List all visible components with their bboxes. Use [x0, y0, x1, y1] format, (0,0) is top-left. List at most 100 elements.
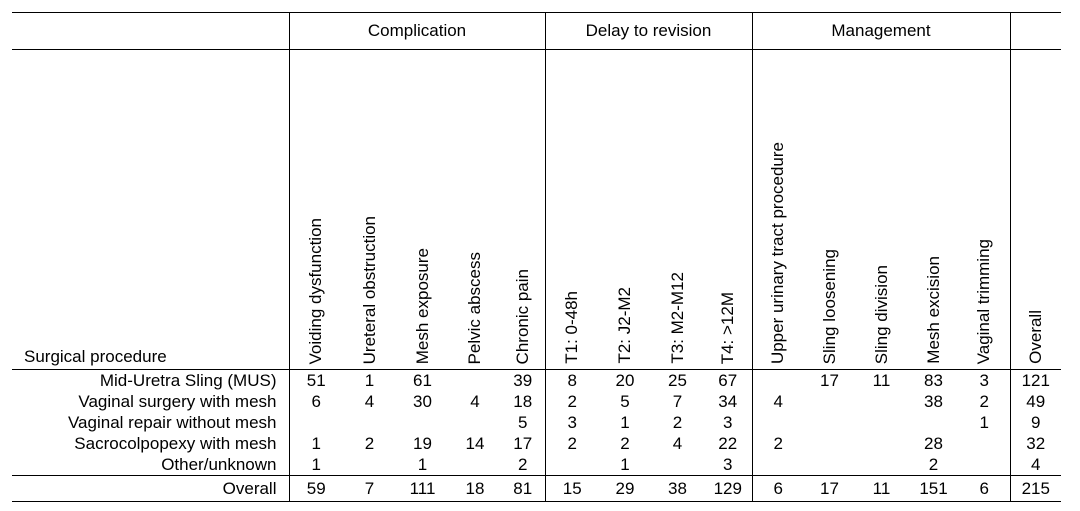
column-header-text: Chronic pain [512, 268, 532, 364]
column-header: T2: J2-M2 [599, 50, 651, 370]
column-header: Vaginal trimming [959, 50, 1010, 370]
revision-table-container: Complication Delay to revision Managemen… [12, 12, 1061, 502]
table-cell [908, 412, 959, 433]
table-cell [855, 412, 908, 433]
column-header: T3: M2-M12 [651, 50, 704, 370]
overall-cell: 18 [449, 475, 501, 502]
group-complication: Complication [288, 12, 545, 50]
table-cell [288, 412, 343, 433]
table-cell: 8 [544, 369, 599, 391]
group-delay-to-revision: Delay to revision [544, 12, 752, 50]
table-cell [449, 369, 501, 391]
table-cell: 34 [718, 391, 738, 411]
overall-cell: 15 [544, 475, 599, 502]
table-cell [855, 433, 908, 454]
revision-table: Complication Delay to revision Managemen… [12, 12, 1061, 502]
column-header-text: Overall [1025, 310, 1045, 364]
table-cell: 5 [518, 412, 528, 432]
group-management: Management [751, 12, 1010, 50]
table-cell: 6 [288, 391, 343, 412]
table-cell: 3 [959, 369, 1010, 391]
overall-cell: 6 [751, 475, 804, 502]
table-cell: 32 [1009, 433, 1061, 454]
overall-label: Overall [12, 475, 289, 502]
overall-cell: 129 [704, 475, 752, 502]
table-cell: 1 [288, 433, 343, 454]
overall-cell: 6 [959, 475, 1010, 502]
table-cell [804, 412, 855, 433]
table-row: Vaginal repair without mesh 5 3 1 2 3 1 9 [12, 412, 1061, 433]
table-cell [751, 369, 804, 391]
table-cell [959, 433, 1010, 454]
overall-cell: 81 [501, 475, 545, 502]
table-cell: 25 [651, 369, 704, 391]
overall-cell: 151 [908, 475, 959, 502]
table-cell: 2 [979, 391, 989, 411]
table-cell: 67 [704, 369, 752, 391]
table-cell [651, 454, 704, 476]
table-cell: 14 [465, 433, 485, 453]
table-cell: 2 [672, 412, 683, 432]
table-cell: 7 [672, 391, 683, 411]
table-cell: 1 [620, 454, 630, 474]
table-cell: 2 [620, 433, 630, 453]
table-cell: 4 [672, 433, 683, 453]
procedure-name: Other/unknown [161, 454, 277, 474]
table-cell: 17 [513, 433, 533, 453]
table-cell: 20 [599, 369, 651, 391]
overall-cell: 11 [855, 475, 908, 502]
header-corner [12, 12, 289, 50]
table-cell [855, 391, 908, 412]
procedure-name: Mid-Uretra Sling (MUS) [12, 369, 289, 391]
column-header-text: T4: >12M [717, 291, 737, 364]
group-overall-blank [1009, 12, 1061, 50]
table-cell [449, 412, 501, 433]
overall-cell: 29 [599, 475, 651, 502]
header-column-row: Surgical procedure Voiding dysfunction U… [12, 49, 1061, 370]
table-cell: 38 [924, 391, 943, 411]
table-cell: 2 [751, 433, 804, 454]
column-header-text: T3: M2-M12 [667, 272, 687, 364]
table-cell: 1 [979, 412, 989, 432]
table-cell: 2 [544, 433, 599, 454]
column-header-text: Pelvic abscess [465, 251, 484, 364]
table-body: Mid-Uretra Sling (MUS) 51 1 61 39 8 20 25 67 17 11… [12, 369, 1061, 502]
table-row: Mid-Uretra Sling (MUS) 51 1 61 39 8 20 25 67 17 11… [12, 369, 1061, 391]
table-cell: 22 [718, 433, 738, 453]
overall-cell: 17 [804, 475, 855, 502]
table-cell: 3 [723, 412, 733, 432]
column-header: Overall [1009, 49, 1061, 370]
column-header: Upper urinary tract procedure [751, 49, 804, 370]
column-header: Sling loosening [804, 50, 855, 370]
table-cell: 11 [855, 369, 908, 391]
column-header-text: Voiding dysfunction [306, 217, 326, 365]
table-cell: 1 [288, 454, 343, 476]
overall-cell: 111 [396, 475, 449, 502]
table-cell [804, 454, 855, 476]
column-header: Mesh exposure [396, 50, 449, 370]
table-cell: 121 [1009, 369, 1061, 391]
column-header-text: Vaginal trimming [974, 238, 994, 364]
column-header-text: T2: J2-M2 [615, 287, 634, 364]
surgical-procedure-header: Surgical procedure [24, 347, 167, 366]
table-cell: 4 [751, 391, 804, 412]
procedure-name: Vaginal surgery with mesh [78, 391, 277, 411]
table-cell: 2 [544, 391, 599, 412]
table-cell: 9 [1009, 412, 1061, 433]
column-header: T4: >12M [704, 50, 752, 370]
table-cell: 3 [723, 454, 733, 474]
table-cell: 61 [396, 369, 449, 391]
table-cell: 2 [928, 454, 939, 474]
table-cell: 5 [620, 391, 630, 411]
procedure-name: Sacrocolpopexy with mesh [74, 433, 277, 453]
table-cell [343, 412, 396, 433]
table-row: Vaginal surgery with mesh 6 4 30 4 18 2 5 7 34 4 38… [12, 391, 1061, 412]
column-header: Mesh excision [908, 50, 959, 370]
column-header: Pelvic abscess [449, 50, 501, 370]
table-cell: 2 [364, 433, 375, 453]
table-cell: 1 [343, 369, 396, 391]
table-cell: 83 [908, 369, 959, 391]
table-cell: 1 [417, 454, 428, 474]
table-cell: 28 [924, 433, 943, 453]
overall-cell: 215 [1009, 475, 1061, 502]
